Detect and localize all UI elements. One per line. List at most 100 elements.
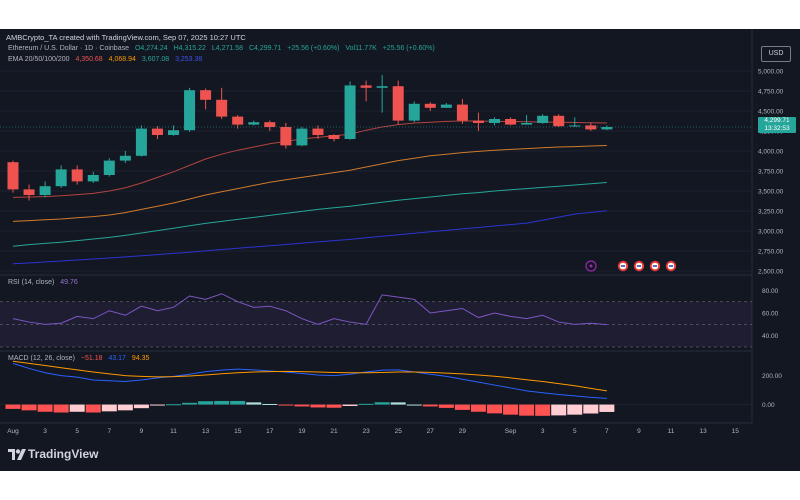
macd-histogram-bar	[454, 404, 470, 410]
macd-histogram-bar	[133, 404, 149, 409]
macd-histogram-bar	[599, 404, 615, 412]
calendar-event-icon[interactable]	[585, 260, 597, 272]
candle-body	[248, 122, 260, 125]
candle	[392, 80, 404, 125]
candle	[489, 117, 500, 126]
time-tick-label: 29	[459, 428, 467, 435]
rsi-label: RSI (14, close)	[8, 279, 55, 286]
candle	[264, 120, 276, 131]
macd-histogram-bar	[69, 404, 85, 412]
rsi-band	[0, 301, 752, 347]
time-tick-label: 3	[541, 428, 545, 435]
candle	[569, 117, 581, 127]
time-tick-label: 23	[362, 428, 370, 435]
macd-tick-label: 200.00	[762, 373, 782, 380]
time-tick-label: 19	[298, 428, 306, 435]
candle-body	[344, 85, 356, 139]
candle	[456, 99, 468, 124]
candle	[248, 120, 260, 126]
candle-body	[521, 123, 533, 125]
price-tick-label: 4,500.00	[758, 109, 784, 116]
rsi-tick-label: 40.00	[762, 333, 779, 340]
candle-body	[200, 90, 212, 100]
candle-body	[151, 128, 163, 135]
rsi-value: 49.76	[60, 279, 78, 286]
macd-histogram-bar	[487, 404, 502, 414]
macd-histogram-bar	[5, 404, 21, 409]
calendar-event-ring	[585, 260, 597, 272]
ema-line	[12, 181, 607, 247]
earnings-event-flag	[668, 265, 674, 267]
time-tick-label: 21	[330, 428, 338, 435]
tradingview-logo[interactable]: TradingView	[8, 447, 98, 461]
macd-histogram-bar	[422, 404, 438, 407]
bar-countdown: 13:32:53	[764, 125, 790, 132]
candle	[296, 127, 308, 147]
macd-histogram-bar	[166, 404, 181, 406]
candle-body	[296, 128, 308, 146]
macd-tick-label: 0.00	[762, 402, 775, 409]
macd-histogram-bar	[149, 404, 165, 406]
currency-button[interactable]: USD	[761, 46, 791, 62]
macd-histogram-bar	[85, 404, 101, 413]
symbol-legend: Ethereum / U.S. Dollar · 1D · Coinbase O…	[8, 45, 439, 52]
candle	[408, 101, 420, 123]
candle-body	[505, 119, 517, 125]
macd-histogram-bar	[182, 402, 198, 405]
candle	[232, 115, 244, 129]
macd-hist-value: −51.18	[80, 355, 103, 362]
symbol-title: Ethereum / U.S. Dollar · 1D · Coinbase	[8, 45, 129, 52]
macd-histogram-bar	[294, 404, 310, 407]
time-tick-label: 7	[107, 428, 111, 435]
macd-histogram-bar	[406, 404, 422, 406]
macd-histogram-bar	[262, 403, 278, 405]
tradingview-wordmark: TradingView	[28, 447, 99, 461]
rsi-tick-label: 60.00	[762, 311, 779, 318]
earnings-event-icon[interactable]	[665, 260, 677, 272]
rsi-tick-label: 80.00	[762, 288, 779, 295]
candle-body	[55, 169, 67, 187]
price-tick-label: 3,250.00	[758, 209, 784, 216]
macd-histogram-bar	[101, 404, 117, 412]
macd-legend: MACD (12, 26, close) −51.18 43.17 94.35	[8, 355, 153, 362]
rsi-legend: RSI (14, close) 49.76	[8, 279, 82, 286]
candle-body	[264, 122, 276, 127]
macd-histogram-bar	[214, 400, 230, 405]
macd-histogram-bar	[374, 402, 390, 405]
time-tick-label: 5	[75, 428, 79, 435]
earnings-event-icon[interactable]	[633, 260, 645, 272]
ema100-value: 3,607.08	[141, 56, 170, 63]
candle-body	[280, 127, 292, 146]
time-tick-label: 5	[573, 428, 577, 435]
time-tick-label: 27	[427, 428, 435, 435]
macd-histogram-bar	[519, 404, 535, 416]
macd-signal-line	[12, 360, 607, 392]
price-tick-label: 3,000.00	[758, 229, 784, 236]
macd-histogram-bar	[53, 404, 69, 413]
macd-line-value: 43.17	[108, 355, 126, 362]
chart-canvas[interactable]: 2,500.00 2,750.00 3,000.00 3,250.00 3,500.00…	[0, 29, 800, 471]
macd-line	[12, 362, 607, 399]
candle	[601, 125, 613, 131]
candle	[87, 171, 99, 183]
price-tick-label: 3,500.00	[758, 189, 784, 196]
candle	[184, 87, 196, 132]
time-tick-label: 11	[170, 428, 177, 435]
macd-histogram-bar	[326, 404, 342, 408]
candle-body	[424, 103, 436, 108]
ema20-value: 4,350.68	[75, 56, 103, 63]
macd-histogram-bar	[230, 400, 246, 405]
candle-body	[585, 125, 597, 130]
macd-histogram-bar	[551, 404, 567, 416]
macd-histogram-bar	[470, 404, 486, 412]
tradingview-logo-icon	[8, 449, 26, 461]
candle-body	[232, 116, 244, 125]
candle-body	[601, 127, 613, 130]
earnings-event-icon[interactable]	[649, 260, 661, 272]
time-tick-label: 13	[700, 428, 708, 435]
calendar-event-dot	[589, 264, 593, 268]
candle	[216, 87, 228, 119]
macd-histogram-bar	[117, 404, 133, 411]
earnings-event-icon[interactable]	[617, 260, 629, 272]
ohlc-high: H4,315.22	[173, 45, 206, 52]
